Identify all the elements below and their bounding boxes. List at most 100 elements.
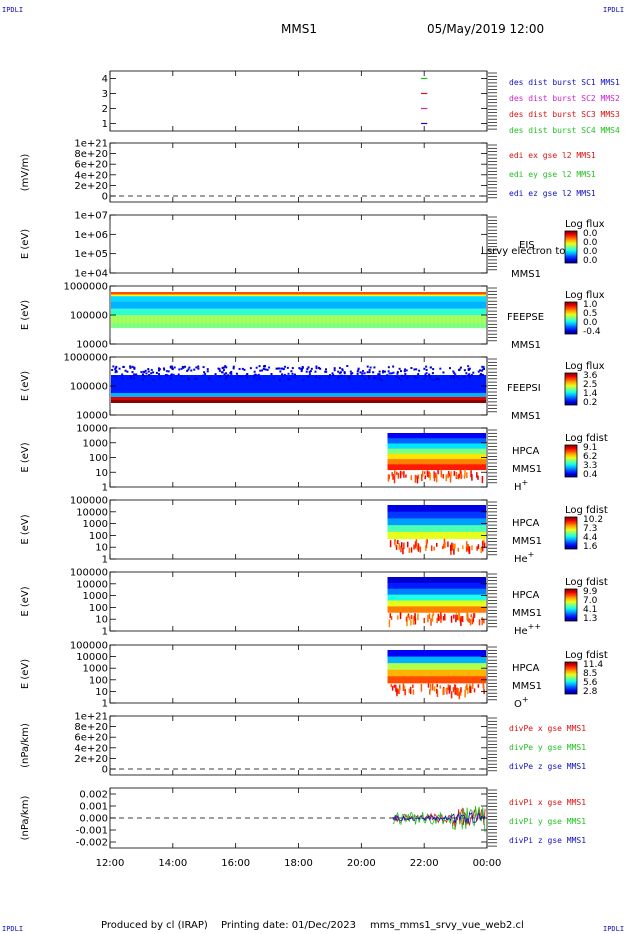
spectrogram-speck — [393, 684, 396, 688]
y-tick-label: 10000 — [76, 507, 108, 518]
spectrogram-speck — [373, 377, 376, 380]
spectrogram-speck — [170, 365, 173, 368]
spectrogram-speck — [219, 375, 222, 378]
spectrogram-band — [387, 438, 486, 444]
spectrogram-speck — [405, 474, 407, 478]
spectrogram-speck — [469, 683, 471, 688]
spectrogram-speck — [382, 371, 385, 374]
spectrogram-speck — [429, 377, 432, 380]
y-tick-label: 10 — [95, 615, 108, 626]
spectrogram-speck — [341, 369, 344, 372]
spectrogram-speck — [241, 367, 244, 370]
spectrogram-speck — [328, 376, 331, 379]
spectrogram-speck — [288, 378, 291, 381]
spectrogram-speck — [293, 375, 296, 378]
spectrogram-speck — [393, 475, 396, 484]
spectrogram-speck — [471, 618, 474, 625]
spectrogram-speck — [278, 367, 281, 370]
spectrogram-speck — [454, 543, 456, 547]
spectrogram-speck — [437, 469, 439, 475]
spectrogram-speck — [238, 367, 241, 370]
spectrogram-speck — [396, 689, 398, 697]
spectrogram-speck — [398, 543, 401, 550]
spectrogram-speck — [336, 377, 339, 380]
spectrogram-speck — [395, 544, 398, 550]
spectrogram-speck — [446, 375, 449, 378]
legend-entry: des dist burst SC2 MMS2 — [509, 94, 620, 103]
spectrogram-band — [387, 676, 486, 684]
spectrogram-speck — [397, 615, 399, 620]
instrument-label: EIS — [519, 240, 535, 251]
spectrogram-speck — [450, 544, 452, 552]
colorbar-tick-label: 2.5 — [583, 380, 597, 390]
spectrogram-speck — [111, 368, 114, 371]
spectrogram-speck — [466, 684, 468, 691]
y-tick-label: 2 — [102, 104, 108, 115]
spectrogram-speck — [187, 377, 190, 380]
spectrogram-speck — [218, 369, 221, 372]
spectrogram-speck — [423, 617, 426, 624]
spectrogram-speck — [439, 367, 442, 370]
spectrogram-speck — [127, 378, 130, 381]
y-tick-label: 10 — [95, 468, 108, 479]
spectrogram-speck — [253, 374, 256, 377]
spectrogram-speck — [178, 368, 181, 371]
spectrogram-speck — [442, 616, 445, 621]
spectrogram-speck — [217, 367, 220, 370]
spectrogram-speck — [225, 375, 228, 378]
spectrogram-speck — [114, 371, 117, 374]
spectrogram-speck — [410, 619, 412, 626]
spectrogram-speck — [177, 373, 180, 376]
spectrogram-speck — [469, 686, 472, 694]
spectrogram-speck — [245, 374, 248, 377]
spectrogram-speck — [368, 369, 371, 372]
colorbar-tick-label: 3.3 — [583, 461, 597, 471]
spectrogram-band — [111, 375, 486, 395]
y-tick-label: 1000 — [83, 664, 108, 675]
spectrogram-speck — [204, 372, 207, 375]
y-axis-label: E (eV) — [20, 300, 31, 330]
spectrogram-speck — [147, 370, 150, 373]
spectrogram-speck — [457, 474, 460, 479]
footer-printed: Printing date: 01/Dec/2023 — [221, 920, 357, 931]
spectrogram-speck — [440, 612, 442, 620]
spectrogram-speck — [465, 372, 468, 375]
spectrogram-speck — [221, 366, 224, 369]
y-tick-label: 8e+20 — [74, 149, 108, 160]
legend-entry: des dist burst SC3 MMS3 — [509, 110, 620, 119]
colorbar — [564, 661, 578, 695]
spectrogram-speck — [167, 370, 170, 373]
y-tick-label: 0.001 — [79, 802, 108, 813]
spectrogram-speck — [358, 377, 361, 380]
y-tick-label: 1 — [102, 699, 108, 710]
spectrogram-speck — [331, 372, 334, 375]
spectrogram-speck — [230, 370, 233, 373]
panel-frame — [109, 70, 488, 132]
spectrogram-speck — [462, 545, 464, 550]
spectrogram-speck — [255, 366, 258, 369]
colorbar-title: Log fdist — [565, 433, 608, 444]
spectrogram-speck — [350, 372, 353, 375]
spectrogram-speck — [457, 688, 460, 693]
spectrogram-speck — [460, 687, 462, 693]
spectrogram-speck — [268, 366, 271, 369]
spectrogram-speck — [458, 616, 460, 621]
spectrogram-speck — [410, 614, 413, 620]
spectrogram-speck — [451, 544, 454, 551]
panel-frame — [109, 715, 488, 776]
spectrogram-speck — [467, 544, 469, 552]
spectrogram-speck — [308, 370, 311, 373]
spectrogram-speck — [466, 613, 469, 619]
spectrogram-speck — [428, 471, 430, 478]
spectrogram-speck — [450, 471, 452, 477]
spectrogram-speck — [435, 542, 438, 547]
spectrogram-speck — [203, 374, 206, 377]
spectrogram-speck — [391, 685, 394, 691]
spectrogram-speck — [428, 613, 431, 620]
spacecraft-label: MMS1 — [512, 681, 542, 692]
spectrogram-band — [387, 669, 486, 677]
y-tick-label: 1e+21 — [74, 712, 108, 723]
y-tick-label: 1 — [102, 119, 108, 130]
spectrogram-speck — [283, 373, 286, 376]
